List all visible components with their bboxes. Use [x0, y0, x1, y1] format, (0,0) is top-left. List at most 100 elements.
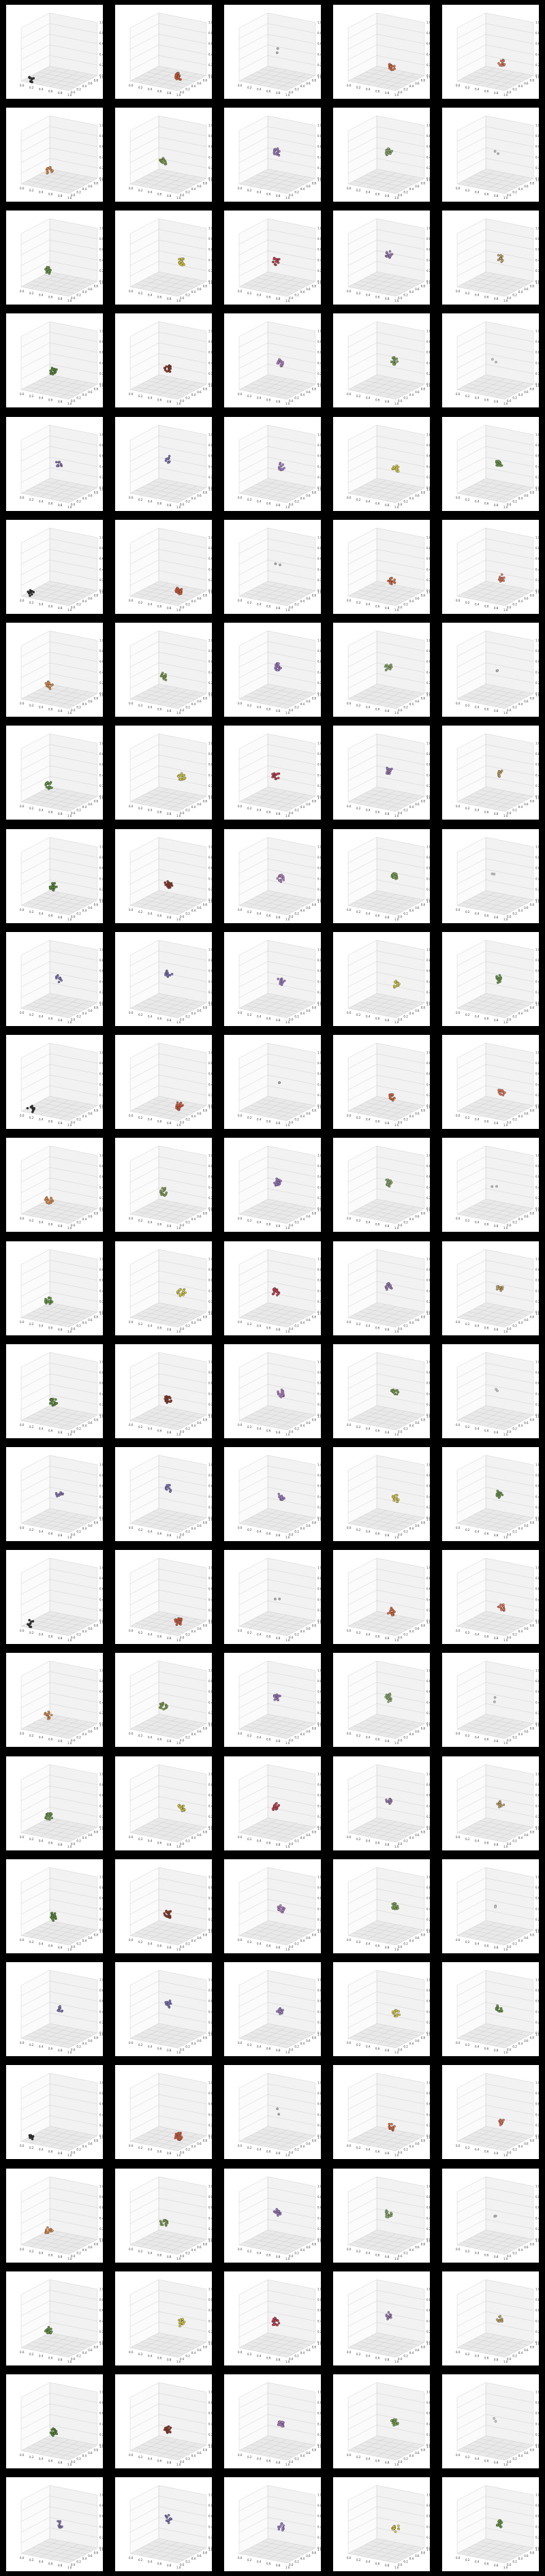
data-point — [272, 2323, 276, 2326]
scatter-panel: 0.00.20.40.60.81.00.00.20.40.60.81.00.00… — [442, 4, 539, 99]
y-tick-label: 1.0 — [535, 488, 539, 491]
y-tick-label: 0.4 — [82, 909, 87, 912]
y-tick-label: 1.0 — [535, 1827, 539, 1831]
x-tick-label: 0.8 — [385, 709, 390, 713]
x-tick-label: 1.0 — [503, 1123, 508, 1127]
x-tick-label: 0.8 — [385, 916, 390, 919]
x-tick-label: 0.4 — [475, 87, 480, 91]
back-pane — [158, 1352, 207, 1416]
data-point — [166, 974, 169, 977]
x-tick-label: 1.0 — [285, 2257, 290, 2261]
panel-3d-axes: 0.00.20.40.60.81.00.00.20.40.60.81.00.00… — [333, 1756, 430, 1850]
z-tick-label: 0.2 — [99, 1506, 103, 1509]
z-tick-label: 1.0 — [426, 1257, 430, 1260]
x-tick-label: 0.6 — [484, 1429, 489, 1432]
z-tick-label: 0.6 — [208, 1278, 212, 1282]
x-tick-label: 0.0 — [238, 2556, 243, 2560]
data-point — [493, 872, 496, 875]
data-point — [277, 1292, 280, 1295]
x-tick-label: 0.8 — [494, 2152, 499, 2156]
data-point — [165, 2001, 168, 2004]
z-tick-label: 0.6 — [208, 1690, 212, 1694]
x-tick-label: 0.6 — [484, 2047, 489, 2051]
scatter-panel: 0.00.20.40.60.81.00.00.20.40.60.81.00.00… — [333, 623, 430, 717]
y-tick-label: 0.0 — [289, 2048, 294, 2051]
data-point — [393, 2011, 396, 2014]
x-tick-label: 0.2 — [247, 1734, 252, 1737]
data-point — [48, 166, 51, 169]
x-tick-label: 0.6 — [157, 1119, 162, 1123]
y-tick-label: 0.6 — [197, 2451, 202, 2455]
x-tick-label: 1.0 — [176, 1845, 181, 1848]
x-tick-label: 0.6 — [157, 914, 162, 917]
y-tick-label: 0.6 — [415, 1627, 420, 1630]
y-tick-label: 0.8 — [203, 2139, 208, 2143]
y-tick-label: 0.4 — [409, 2351, 414, 2355]
y-tick-label: 0.6 — [197, 2245, 202, 2248]
data-point — [394, 2009, 398, 2012]
x-tick-label: 0.8 — [276, 1431, 281, 1434]
x-tick-label: 1.0 — [285, 1123, 290, 1127]
z-tick-label: 0.0 — [426, 2237, 430, 2241]
data-point — [388, 1799, 391, 1801]
x-tick-label: 0.8 — [276, 1946, 281, 1949]
x-tick-label: 0.0 — [456, 1423, 461, 1427]
z-tick-label: 0.8 — [208, 649, 212, 653]
z-tick-label: 0.2 — [99, 166, 103, 170]
panel-3d-axes: 0.00.20.40.60.81.00.00.20.40.60.81.00.00… — [6, 1241, 103, 1335]
x-tick-label: 0.6 — [375, 2459, 380, 2463]
data-point — [181, 2321, 184, 2323]
y-tick-label: 0.0 — [71, 2563, 76, 2566]
x-tick-label: 0.4 — [366, 912, 371, 915]
y-tick-label: 0.0 — [398, 2357, 403, 2361]
x-tick-label: 0.0 — [456, 2350, 461, 2354]
x-tick-label: 0.2 — [29, 85, 34, 89]
y-tick-label: 1.0 — [426, 281, 430, 285]
y-tick-label: 0.0 — [71, 915, 76, 918]
data-point — [50, 1912, 54, 1914]
back-pane — [485, 424, 534, 488]
panel-3d-axes: 0.00.20.40.60.81.00.00.20.40.60.81.00.00… — [115, 1446, 212, 1541]
x-tick-label: 0.4 — [475, 2560, 480, 2564]
z-tick-label: 0.4 — [208, 362, 212, 365]
back-pane — [49, 837, 98, 900]
z-tick-label: 0.2 — [208, 887, 212, 890]
x-tick-label: 0.4 — [475, 2457, 480, 2461]
data-point — [502, 1608, 505, 1611]
data-point — [178, 1621, 181, 1624]
z-tick-label: 0.6 — [426, 1381, 430, 1384]
y-tick-label: 0.4 — [518, 394, 523, 397]
y-tick-label: 0.2 — [512, 1427, 517, 1430]
x-tick-label: 0.0 — [129, 1629, 134, 1632]
y-tick-label: 0.4 — [191, 2454, 196, 2457]
x-tick-label: 0.4 — [148, 499, 153, 503]
panel-3d-axes: 0.00.20.40.60.81.00.00.20.40.60.81.00.00… — [224, 2374, 321, 2469]
z-tick-label: 1.0 — [99, 2287, 103, 2291]
side-pane — [238, 1042, 268, 1112]
y-tick-label: 0.2 — [76, 397, 81, 400]
back-pane — [49, 2382, 98, 2446]
data-point — [277, 777, 280, 779]
x-tick-label: 1.0 — [503, 1226, 508, 1230]
panel-3d-axes: 0.00.20.40.60.81.00.00.20.40.60.81.00.00… — [442, 211, 539, 305]
data-point — [391, 1614, 394, 1617]
y-tick-label: 0.2 — [294, 499, 299, 503]
z-tick-label: 0.0 — [208, 2032, 212, 2035]
x-tick-label: 0.8 — [276, 2358, 281, 2361]
x-tick-label: 0.8 — [167, 194, 172, 198]
data-point — [48, 2229, 51, 2233]
y-tick-label: 0.4 — [300, 2248, 305, 2252]
z-tick-label: 0.4 — [535, 1186, 539, 1190]
y-tick-label: 0.6 — [88, 2039, 93, 2043]
z-tick-label: 0.2 — [426, 63, 430, 67]
x-tick-label: 1.0 — [176, 2257, 181, 2261]
scatter-panel: 0.00.20.40.60.81.00.00.20.40.60.81.00.00… — [442, 2168, 539, 2263]
data-point — [169, 2426, 172, 2430]
side-pane — [129, 2176, 159, 2246]
z-tick-label: 1.0 — [535, 1669, 539, 1673]
panel-3d-axes: 0.00.20.40.60.81.00.00.20.40.60.81.00.00… — [6, 416, 103, 511]
z-tick-label: 0.4 — [317, 568, 321, 571]
y-tick-label: 0.2 — [76, 1427, 81, 1430]
data-point — [44, 2228, 48, 2231]
z-tick-label: 0.6 — [317, 2205, 321, 2209]
